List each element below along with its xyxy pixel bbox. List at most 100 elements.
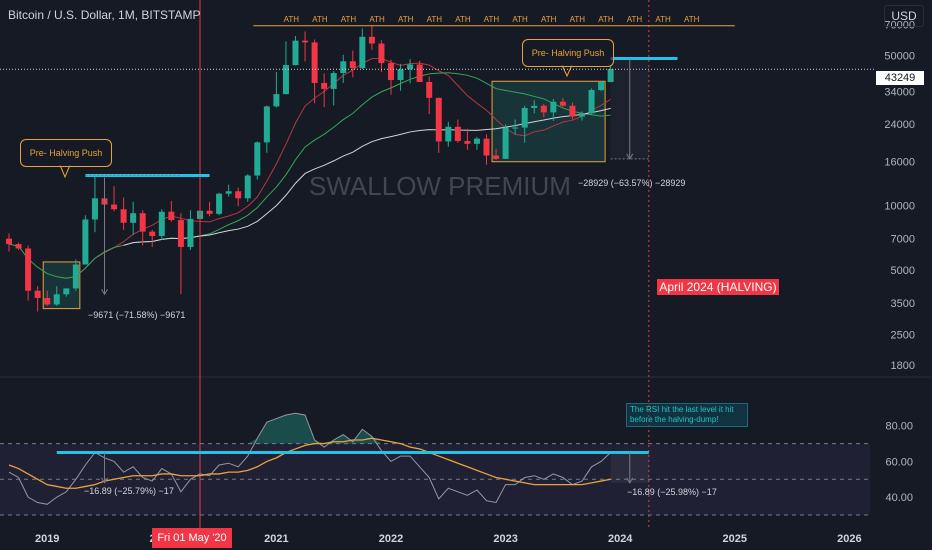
ath-label: ATH [655,15,671,24]
symbol-title: Bitcoin / U.S. Dollar, 1M, BITSTAMP [8,8,201,22]
ath-label: ATH [541,15,557,24]
candle-body [187,218,194,247]
candle-body [235,191,242,199]
candle-body [177,220,184,247]
time-tick-label: 2019 [35,533,59,545]
price-tick-label: 1800 [891,360,915,372]
ath-label: ATH [598,15,614,24]
candle-body [149,231,156,237]
pre-halving-label-right: Pre- Halving Push [522,39,614,67]
candle-body [225,191,232,194]
ma-green-line [8,72,611,279]
candle-body [34,290,41,298]
ath-label: ATH [427,15,443,24]
rsi-measure-arrowhead-left [101,477,108,484]
candle-body [139,213,146,232]
price-tick-label: 7000 [891,234,915,246]
candle-body [82,219,89,265]
rsi-measure-arrowhead-right [626,477,634,484]
candle-body [349,61,356,69]
rsi-note: The RSI hit the last level it hit before… [626,403,748,427]
candle-body [426,81,433,98]
time-tick-label: 2022 [379,533,403,545]
time-tick-label: 2026 [837,533,861,545]
ma-white-line [123,107,611,246]
candle-body [598,81,605,90]
rsi-ma-line [8,437,611,489]
candle-body [206,210,213,214]
price-tick-label: 70000 [884,19,915,31]
ath-label: ATH [369,15,385,24]
candle-body [512,127,519,129]
time-tick-label: 2023 [493,533,517,545]
candle-body [292,40,299,66]
measure-label-left: −9671 (−71.58%) −9671 [88,310,186,320]
candle-body [397,69,404,81]
rsi-tick-label: 40.00 [885,492,913,504]
ath-label: ATH [627,15,643,24]
candle-body [168,211,175,221]
rsi-tick-label: 60.00 [885,456,913,468]
price-tick-label: 16000 [884,157,915,169]
candle-body [388,63,394,81]
price-tick-label: 2500 [891,329,915,341]
measure-arrowhead-left [101,289,108,296]
candle-body [368,36,375,44]
candle-body [569,105,576,117]
candle-body [302,40,309,43]
candle-body [359,36,366,69]
candle-body [311,42,318,83]
candle-body [531,105,538,109]
candle-body [53,294,60,305]
rsi-line [8,412,611,505]
candle-body [502,127,509,159]
ath-label: ATH [398,15,414,24]
callout-pointer-left [59,164,71,179]
pre-halving-zone-right [491,80,606,163]
candle-body [120,209,127,223]
time-tick-label: 2025 [723,533,747,545]
candle-body [282,65,289,95]
candle-body [6,238,12,245]
price-tick-label: 5000 [891,265,915,277]
candle-body [607,69,614,82]
ath-label: ATH [684,15,700,24]
candle-body [445,126,452,142]
candle-body [416,64,423,82]
candle-body [550,101,557,113]
candle-body [244,175,251,199]
price-tick-label: 34000 [884,87,915,99]
candle-body [540,105,547,113]
candle-body [216,193,223,214]
rsi-measure-label-right: −16.89 (−25.98%) −17 [627,487,717,497]
candle-body [493,155,500,159]
candle-body [44,297,51,305]
candle-body [521,108,528,128]
ath-label: ATH [512,15,528,24]
ath-label: ATH [484,15,500,24]
candle-body [559,101,566,106]
candle-body [588,89,595,114]
price-tick-label: 50000 [884,51,915,63]
candle-body [378,43,385,64]
candle-body [407,64,414,70]
candle-body [454,126,461,141]
candles[interactable] [6,25,614,312]
crosshair-date-label: Fri 01 May '20 [152,528,232,548]
currency-button[interactable]: USD [884,5,924,27]
rsi-panel: 80.00 60.00 40.00 [0,412,913,516]
ath-label: ATH [455,15,471,24]
watermark: SWALLOW PREMIUM [309,171,571,201]
candle-body [340,61,347,74]
ath-label: ATH [341,15,357,24]
candle-body [330,73,337,89]
highlight-zones [42,64,606,310]
price-tick-label: 24000 [884,119,915,131]
ath-label: ATH [284,15,300,24]
candle-body [91,198,98,220]
measure-label-right: −28929 (−63.57%) −28929 [578,178,686,188]
candle-body [435,97,442,142]
drawing-overlays: ATH ATH ATH ATH ATH ATH ATH ATH ATH ATH ATH ATH ATH A… [0,0,874,528]
ath-label: ATH [312,15,328,24]
